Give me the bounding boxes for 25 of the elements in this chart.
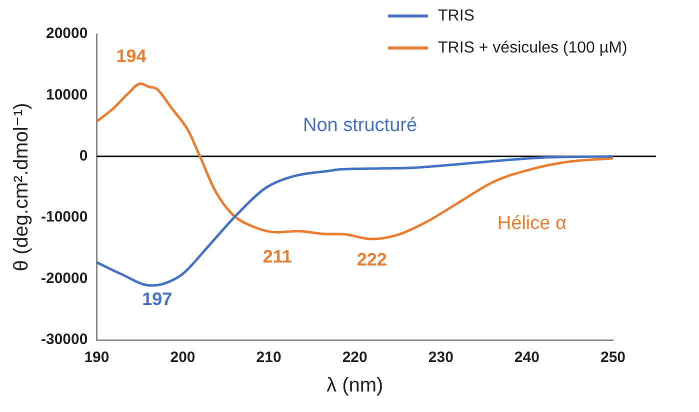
annotation: Non structuré <box>302 115 418 136</box>
legend-label: TRIS + vésicules (100 µM) <box>438 39 628 56</box>
x-axis-title: λ (nm) <box>326 374 384 397</box>
x-tick-label: 220 <box>342 349 368 366</box>
y-tick-label: -10000 <box>40 208 88 226</box>
annotation: 211 <box>262 246 292 266</box>
x-tick-label: 190 <box>84 349 110 366</box>
y-axis-title: θ (deg.cm².dmol⁻¹) <box>10 102 33 272</box>
line-series <box>96 82 613 240</box>
x-tick-label: 230 <box>428 349 454 366</box>
line-series <box>96 155 613 287</box>
x-tick-label: 240 <box>514 349 540 366</box>
x-tick-label: 210 <box>256 349 282 366</box>
y-tick-label: -30000 <box>40 331 88 348</box>
y-tick-label: 10000 <box>46 86 88 104</box>
legend-label: TRIS <box>438 7 474 24</box>
y-tick-label: 0 <box>79 148 88 165</box>
y-tick-label: -20000 <box>40 270 88 287</box>
annotation: Hélice α <box>497 212 566 234</box>
x-tick-label: 250 <box>600 349 626 366</box>
annotation: 197 <box>142 289 172 310</box>
y-tick-label: 20000 <box>46 25 88 42</box>
annotation: 222 <box>356 249 387 270</box>
x-tick-label: 200 <box>170 349 196 366</box>
annotation: 194 <box>116 46 146 66</box>
